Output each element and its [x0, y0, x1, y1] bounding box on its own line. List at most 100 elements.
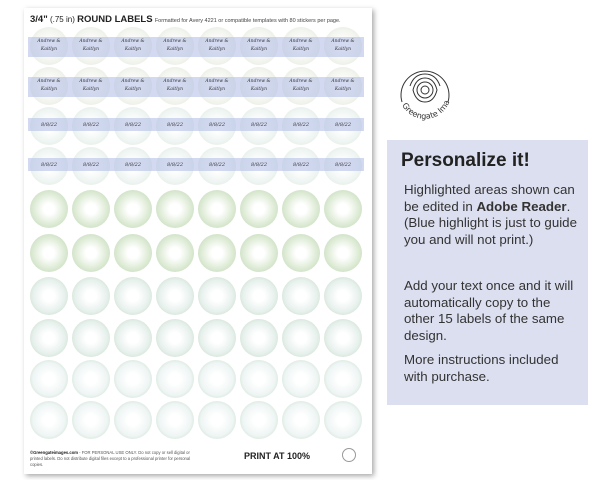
- round-label: [240, 277, 278, 315]
- name-line-2: Kaitlyn: [334, 87, 352, 92]
- round-label: [324, 190, 362, 228]
- name-highlight[interactable]: Andrew & Kaitlyn: [322, 37, 364, 57]
- date-highlight[interactable]: 8/8/22: [196, 118, 238, 131]
- round-label: Andrew & Kaitlyn: [196, 67, 238, 105]
- round-label: [72, 319, 110, 357]
- date-highlight[interactable]: 8/8/22: [238, 158, 280, 171]
- name-highlight[interactable]: Andrew & Kaitlyn: [154, 37, 196, 57]
- round-label: Andrew & Kaitlyn: [154, 67, 196, 105]
- name-highlight[interactable]: Andrew & Kaitlyn: [28, 77, 70, 97]
- sheet-subtitle: Formatted for Avery 4221 or compatible t…: [154, 18, 341, 24]
- round-label: Andrew & Kaitlyn: [70, 67, 112, 105]
- date-highlight[interactable]: 8/8/22: [322, 158, 364, 171]
- name-line-2: Kaitlyn: [82, 87, 100, 92]
- date-highlight[interactable]: 8/8/22: [28, 118, 70, 131]
- name-highlight[interactable]: Andrew & Kaitlyn: [70, 77, 112, 97]
- round-label: 8/8/22: [322, 147, 364, 185]
- name-line-2: Kaitlyn: [82, 47, 100, 52]
- name-line-1: Andrew &: [37, 39, 61, 44]
- round-label: [240, 401, 278, 439]
- name-highlight[interactable]: Andrew & Kaitlyn: [154, 77, 196, 97]
- date-highlight[interactable]: 8/8/22: [154, 158, 196, 171]
- name-highlight[interactable]: Andrew & Kaitlyn: [322, 77, 364, 97]
- round-label: Andrew & Kaitlyn: [28, 67, 70, 105]
- date-highlight[interactable]: 8/8/22: [70, 118, 112, 131]
- round-label: Andrew & Kaitlyn: [112, 27, 154, 65]
- round-label: [324, 319, 362, 357]
- name-line-2: Kaitlyn: [40, 47, 58, 52]
- name-highlight[interactable]: Andrew & Kaitlyn: [238, 77, 280, 97]
- round-label: 8/8/22: [238, 147, 280, 185]
- name-line-2: Kaitlyn: [124, 87, 142, 92]
- name-line-1: Andrew &: [289, 79, 313, 84]
- panel-paragraph-1: Highlighted areas shown can be edited in…: [404, 182, 584, 248]
- round-label: Andrew & Kaitlyn: [280, 27, 322, 65]
- round-label: [156, 401, 194, 439]
- date-highlight[interactable]: 8/8/22: [70, 158, 112, 171]
- date-highlight[interactable]: 8/8/22: [196, 158, 238, 171]
- date-highlight[interactable]: 8/8/22: [112, 158, 154, 171]
- name-line-1: Andrew &: [205, 39, 229, 44]
- name-line-1: Andrew &: [79, 79, 103, 84]
- round-label: [198, 360, 236, 398]
- round-label: [114, 234, 152, 272]
- p1-text-end: . (Blue highlight is just to guide you a…: [404, 198, 577, 247]
- round-label: [324, 234, 362, 272]
- name-highlight[interactable]: Andrew & Kaitlyn: [112, 77, 154, 97]
- round-label: Andrew & Kaitlyn: [28, 27, 70, 65]
- panel-paragraph-3: More instructions included with purchase…: [404, 352, 559, 384]
- round-label: [114, 190, 152, 228]
- sheet-header: 3/4" (.75 in) ROUND LABELS Formatted for…: [30, 14, 341, 25]
- round-label: [30, 234, 68, 272]
- name-line-1: Andrew &: [37, 79, 61, 84]
- date-highlight[interactable]: 8/8/22: [322, 118, 364, 131]
- round-label: [240, 234, 278, 272]
- round-label: [198, 319, 236, 357]
- name-highlight[interactable]: Andrew & Kaitlyn: [28, 37, 70, 57]
- panel-title: Personalize it!: [401, 150, 530, 171]
- round-label: [72, 234, 110, 272]
- name-highlight[interactable]: Andrew & Kaitlyn: [280, 77, 322, 97]
- round-label: [282, 360, 320, 398]
- date-highlight[interactable]: 8/8/22: [280, 118, 322, 131]
- name-line-2: Kaitlyn: [208, 87, 226, 92]
- round-label: [30, 319, 68, 357]
- name-highlight[interactable]: Andrew & Kaitlyn: [196, 77, 238, 97]
- seal-icon: [342, 448, 356, 462]
- name-line-1: Andrew &: [331, 79, 355, 84]
- name-highlight[interactable]: Andrew & Kaitlyn: [280, 37, 322, 57]
- round-label: [156, 234, 194, 272]
- round-label: Andrew & Kaitlyn: [280, 67, 322, 105]
- date-highlight[interactable]: 8/8/22: [238, 118, 280, 131]
- round-label: 8/8/22: [238, 107, 280, 145]
- round-label: [114, 319, 152, 357]
- round-label: [30, 360, 68, 398]
- date-highlight[interactable]: 8/8/22: [112, 118, 154, 131]
- date-highlight[interactable]: 8/8/22: [154, 118, 196, 131]
- name-highlight[interactable]: Andrew & Kaitlyn: [238, 37, 280, 57]
- name-line-2: Kaitlyn: [124, 47, 142, 52]
- date-highlight[interactable]: 8/8/22: [280, 158, 322, 171]
- name-line-1: Andrew &: [247, 39, 271, 44]
- sheet-title: ROUND LABELS: [77, 14, 153, 25]
- round-label: [156, 190, 194, 228]
- date-highlight[interactable]: 8/8/22: [28, 158, 70, 171]
- round-label: 8/8/22: [154, 147, 196, 185]
- round-label: [282, 319, 320, 357]
- greengate-logo: Greengate Images: [392, 62, 451, 121]
- name-highlight[interactable]: Andrew & Kaitlyn: [196, 37, 238, 57]
- name-line-1: Andrew &: [289, 39, 313, 44]
- round-label: [324, 401, 362, 439]
- size-in: (.75 in): [49, 15, 75, 24]
- name-line-2: Kaitlyn: [166, 87, 184, 92]
- p1-text: Highlighted areas shown can be edited in: [404, 182, 575, 214]
- round-label: [324, 360, 362, 398]
- name-highlight[interactable]: Andrew & Kaitlyn: [112, 37, 154, 57]
- round-label: [72, 277, 110, 315]
- round-label: Andrew & Kaitlyn: [238, 27, 280, 65]
- name-highlight[interactable]: Andrew & Kaitlyn: [70, 37, 112, 57]
- round-label: [30, 401, 68, 439]
- round-label: [240, 190, 278, 228]
- footer-text: - FOR PERSONAL USE ONLY. Do not copy or …: [30, 450, 191, 467]
- footer-brand: ©Greengateimages.com: [30, 450, 79, 455]
